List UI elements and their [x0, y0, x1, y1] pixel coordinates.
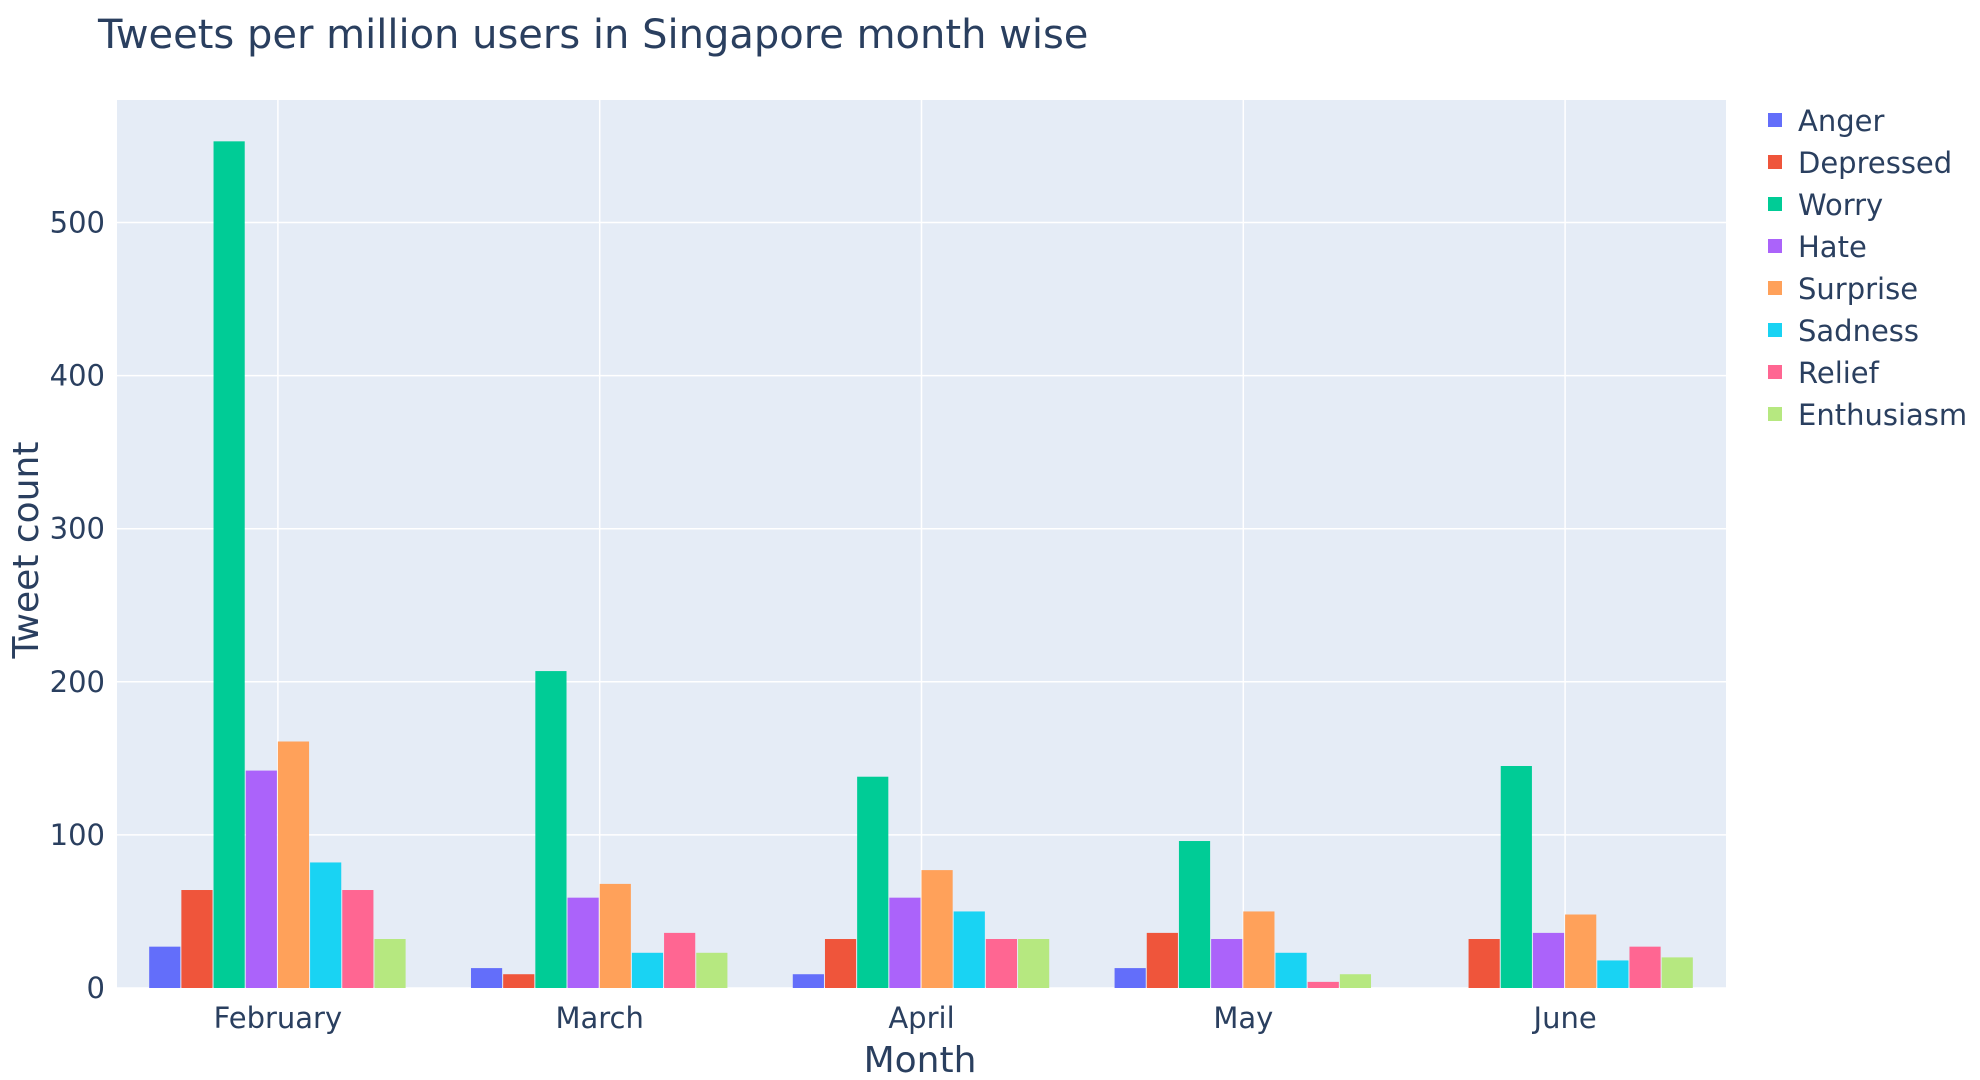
- bar-depressed-february: [181, 890, 213, 988]
- x-axis-ticks: February March April May June: [214, 1001, 1597, 1035]
- x-tick-label: April: [888, 1001, 954, 1035]
- x-tick-label: May: [1213, 1001, 1273, 1035]
- bar-worry-june: [1500, 766, 1532, 988]
- y-tick-label: 0: [87, 971, 105, 1005]
- bar-depressed-april: [824, 939, 857, 988]
- legend-label-worry: Worry: [1798, 188, 1883, 222]
- legend-swatch-anger: [1768, 113, 1782, 127]
- legend-label-surprise: Surprise: [1798, 272, 1918, 306]
- bar-worry-march: [535, 671, 567, 988]
- legend-swatch-surprise: [1768, 281, 1782, 295]
- legend-label-hate: Hate: [1798, 230, 1867, 264]
- bar-hate-may: [1211, 939, 1243, 988]
- y-tick-label: 400: [50, 359, 105, 393]
- bar-depressed-may: [1146, 932, 1178, 988]
- bar-relief-march: [664, 932, 696, 988]
- legend-swatch-worry: [1768, 197, 1782, 211]
- bar-enthusiasm-june: [1661, 957, 1693, 988]
- bar-surprise-february: [277, 741, 310, 988]
- bar-enthusiasm-may: [1339, 974, 1372, 988]
- bar-hate-april: [889, 897, 921, 988]
- bar-sadness-march: [631, 952, 664, 988]
- legend-label-depressed: Depressed: [1798, 146, 1952, 180]
- bar-depressed-march: [503, 974, 535, 988]
- chart-title: Tweets per million users in Singapore mo…: [97, 12, 1088, 58]
- gridlines: [117, 100, 1726, 989]
- y-tick-label: 200: [50, 665, 105, 699]
- y-axis-ticks: 0 100 200 300 400 500: [50, 205, 105, 1005]
- legend-label-sadness: Sadness: [1798, 314, 1919, 348]
- bar-hate-june: [1532, 932, 1565, 988]
- x-tick-label: February: [214, 1001, 343, 1035]
- bar-surprise-june: [1565, 914, 1597, 988]
- legend-swatch-enthusiasm: [1768, 407, 1782, 421]
- bar-surprise-march: [599, 883, 631, 988]
- bar-relief-april: [985, 939, 1018, 988]
- bar-enthusiasm-april: [1018, 939, 1050, 988]
- bar-worry-may: [1178, 841, 1211, 988]
- bar-anger-march: [470, 968, 503, 988]
- bar-sadness-june: [1597, 960, 1629, 988]
- bar-sadness-february: [310, 862, 342, 988]
- bar-anger-april: [792, 974, 824, 988]
- bar-surprise-may: [1243, 911, 1275, 988]
- legend-swatch-hate: [1768, 239, 1782, 253]
- legend-label-relief: Relief: [1798, 356, 1880, 390]
- bar-hate-march: [567, 897, 599, 988]
- y-tick-label: 500: [50, 205, 105, 239]
- bar-anger-february: [149, 946, 181, 988]
- bars: [149, 141, 1693, 988]
- bar-relief-may: [1307, 981, 1339, 988]
- bar-enthusiasm-february: [374, 939, 406, 988]
- bar-sadness-may: [1275, 952, 1307, 988]
- bar-anger-may: [1114, 968, 1146, 988]
- legend: Anger Depressed Worry Hate Surprise Sadness Re…: [1768, 104, 1967, 432]
- y-tick-label: 300: [50, 512, 105, 546]
- legend-swatch-depressed: [1768, 155, 1782, 169]
- y-axis-label: Tweet count: [6, 442, 47, 660]
- legend-label-enthusiasm: Enthusiasm: [1798, 398, 1967, 432]
- y-tick-label: 100: [50, 818, 105, 852]
- legend-swatch-sadness: [1768, 323, 1782, 337]
- legend-label-anger: Anger: [1798, 104, 1884, 138]
- x-tick-label: March: [555, 1001, 643, 1035]
- bar-surprise-april: [921, 870, 953, 988]
- bar-worry-april: [857, 776, 889, 988]
- bar-relief-june: [1629, 946, 1661, 988]
- x-tick-label: June: [1532, 1001, 1597, 1035]
- x-axis-label: Month: [864, 1040, 977, 1080]
- bar-sadness-april: [953, 911, 985, 988]
- bar-enthusiasm-march: [696, 952, 728, 988]
- legend-swatch-relief: [1768, 365, 1782, 379]
- bar-depressed-june: [1468, 939, 1500, 988]
- bar-relief-february: [342, 890, 374, 988]
- bar-hate-february: [245, 770, 277, 988]
- bar-worry-february: [213, 141, 245, 988]
